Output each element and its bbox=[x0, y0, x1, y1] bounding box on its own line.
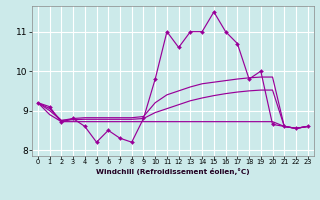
X-axis label: Windchill (Refroidissement éolien,°C): Windchill (Refroidissement éolien,°C) bbox=[96, 168, 250, 175]
